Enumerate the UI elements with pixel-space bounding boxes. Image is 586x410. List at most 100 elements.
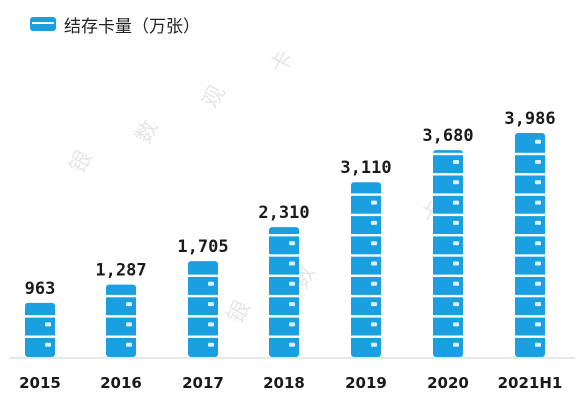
category-label: 2021H1 <box>498 374 563 392</box>
legend: 结存卡量（万张） <box>30 10 200 38</box>
card-notch <box>535 200 541 205</box>
card-divider <box>269 294 299 298</box>
bar-fill <box>351 182 381 357</box>
card-divider <box>433 213 463 217</box>
card-divider <box>515 254 545 257</box>
card-notch <box>208 281 214 286</box>
value-label: 3,680 <box>422 126 473 146</box>
value-label: 1,287 <box>95 261 146 281</box>
card-notch <box>208 322 214 327</box>
card-notch <box>208 342 214 347</box>
card-notch <box>453 200 459 205</box>
card-divider <box>351 193 381 196</box>
value-label: 1,705 <box>177 237 228 257</box>
card-notch <box>535 302 541 307</box>
card-divider <box>433 173 463 176</box>
bar-2019 <box>351 182 381 357</box>
card-notch <box>535 322 541 327</box>
card-divider <box>351 234 381 237</box>
card-divider <box>515 193 545 196</box>
legend-label: 结存卡量（万张） <box>64 16 200 37</box>
bar-fill <box>25 302 55 357</box>
card-notch <box>371 342 377 347</box>
card-divider <box>351 254 381 257</box>
card-divider <box>433 234 463 237</box>
card-notch <box>535 220 541 225</box>
card-notch <box>535 281 541 286</box>
card-divider <box>515 213 545 217</box>
bar-2018 <box>269 227 299 357</box>
value-label: 2,310 <box>258 203 309 223</box>
card-divider <box>433 294 463 298</box>
card-divider <box>433 254 463 257</box>
card-notch <box>453 281 459 286</box>
bar-2017 <box>188 261 218 357</box>
category-label: 2017 <box>182 374 224 392</box>
watermark-char: 观 <box>198 82 230 113</box>
watermark-char: 银 <box>223 297 255 328</box>
card-divider <box>515 335 545 338</box>
card-notch <box>126 302 132 307</box>
card-notch <box>126 322 132 327</box>
category-label: 2015 <box>19 374 61 392</box>
card-divider <box>269 335 299 338</box>
card-divider <box>188 294 218 298</box>
card-notch <box>289 302 295 307</box>
card-notch <box>45 342 51 347</box>
card-divider <box>188 315 218 318</box>
bank-card-icon <box>30 17 56 31</box>
card-notch <box>289 281 295 286</box>
card-notch <box>453 302 459 307</box>
card-divider <box>433 152 463 156</box>
card-notch <box>289 342 295 347</box>
card-notch <box>371 241 377 246</box>
card-notch <box>208 302 214 307</box>
card-notch <box>453 180 459 185</box>
value-label: 963 <box>25 279 56 299</box>
category-label: 2018 <box>263 374 305 392</box>
card-divider <box>25 315 55 318</box>
card-notch <box>371 322 377 327</box>
bar-2015 <box>25 302 55 357</box>
card-divider <box>269 315 299 318</box>
card-notch <box>371 200 377 205</box>
card-divider <box>433 335 463 338</box>
card-notch <box>45 322 51 327</box>
card-notch <box>535 342 541 347</box>
card-notch <box>289 322 295 327</box>
card-notch <box>535 180 541 185</box>
bar-2016 <box>106 284 136 357</box>
card-divider <box>106 315 136 318</box>
card-divider <box>188 274 218 277</box>
watermark-char: 数 <box>131 117 163 148</box>
card-notch <box>371 302 377 307</box>
card-divider <box>269 274 299 277</box>
card-divider <box>515 294 545 298</box>
card-divider <box>351 315 381 318</box>
card-notch <box>453 160 459 164</box>
card-notch <box>371 281 377 286</box>
card-divider <box>269 234 299 237</box>
card-divider <box>351 274 381 277</box>
card-notch <box>453 322 459 327</box>
card-divider <box>106 294 136 298</box>
card-divider <box>433 315 463 318</box>
card-divider <box>351 294 381 298</box>
card-notch <box>289 261 295 266</box>
card-divider <box>25 335 55 338</box>
card-divider <box>351 335 381 338</box>
card-divider <box>515 315 545 318</box>
card-notch <box>453 342 459 347</box>
card-divider <box>188 335 218 338</box>
card-divider <box>106 335 136 338</box>
watermark-char: 银 <box>65 147 97 178</box>
bar-fill <box>515 132 545 357</box>
card-divider <box>269 254 299 257</box>
card-notch <box>535 160 541 164</box>
category-label: 2020 <box>427 374 469 392</box>
card-notch <box>126 342 132 347</box>
watermark-char: 卡 <box>266 47 298 78</box>
card-divider <box>351 213 381 217</box>
value-label: 3,986 <box>504 109 555 129</box>
